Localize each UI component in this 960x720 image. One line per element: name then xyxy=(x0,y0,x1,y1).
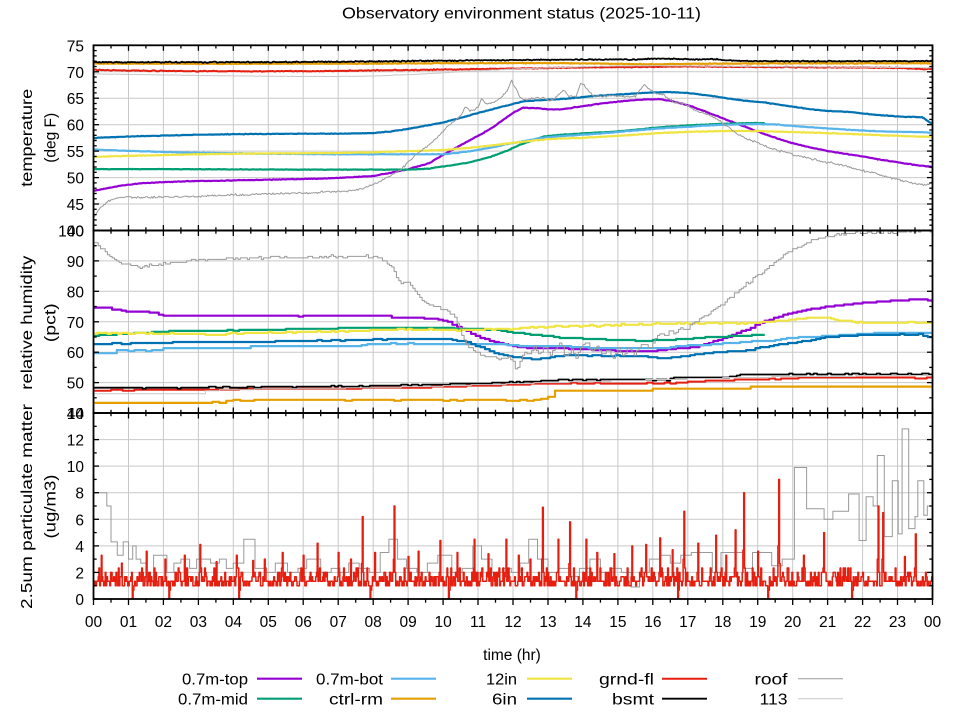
svg-text:60: 60 xyxy=(67,345,85,362)
svg-text:55: 55 xyxy=(67,144,84,161)
svg-text:21: 21 xyxy=(819,614,836,631)
svg-text:4: 4 xyxy=(75,539,84,556)
svg-text:75: 75 xyxy=(67,38,84,55)
svg-text:(deg F): (deg F) xyxy=(43,113,60,163)
svg-text:06: 06 xyxy=(295,614,312,631)
svg-text:2: 2 xyxy=(75,565,84,582)
svg-text:Observatory environment status: Observatory environment status (2025-10-… xyxy=(342,6,701,23)
svg-text:08: 08 xyxy=(365,614,382,631)
svg-text:20: 20 xyxy=(784,614,802,631)
svg-text:grnd-fl: grnd-fl xyxy=(599,671,654,688)
svg-text:roof: roof xyxy=(755,671,789,688)
svg-text:6: 6 xyxy=(75,512,84,529)
svg-text:03: 03 xyxy=(190,614,207,631)
svg-text:10: 10 xyxy=(67,459,85,476)
svg-text:15: 15 xyxy=(609,614,626,631)
svg-text:16: 16 xyxy=(644,614,661,631)
svg-text:(pct): (pct) xyxy=(43,303,60,342)
svg-text:60: 60 xyxy=(67,118,85,135)
svg-text:00: 00 xyxy=(924,614,942,631)
svg-text:50: 50 xyxy=(67,171,85,188)
svg-text:02: 02 xyxy=(155,614,172,631)
svg-text:80: 80 xyxy=(67,284,85,301)
svg-text:05: 05 xyxy=(260,614,277,631)
svg-text:09: 09 xyxy=(400,614,417,631)
svg-text:6in: 6in xyxy=(492,691,517,708)
svg-text:23: 23 xyxy=(889,614,906,631)
svg-text:relative humidity: relative humidity xyxy=(19,255,36,389)
svg-text:(ug/m3): (ug/m3) xyxy=(43,475,60,539)
svg-text:18: 18 xyxy=(714,614,731,631)
svg-text:12: 12 xyxy=(67,433,84,450)
svg-text:temperature: temperature xyxy=(19,89,36,187)
svg-text:19: 19 xyxy=(749,614,766,631)
svg-text:07: 07 xyxy=(330,614,347,631)
svg-text:100: 100 xyxy=(58,224,84,241)
svg-text:01: 01 xyxy=(120,614,137,631)
svg-text:50: 50 xyxy=(67,376,85,393)
svg-text:13: 13 xyxy=(539,614,556,631)
svg-text:time (hr): time (hr) xyxy=(483,647,541,664)
svg-text:bsmt: bsmt xyxy=(612,691,655,708)
svg-text:0.7m-bot: 0.7m-bot xyxy=(316,671,384,688)
svg-text:14: 14 xyxy=(574,614,592,631)
svg-text:70: 70 xyxy=(67,315,85,332)
svg-text:90: 90 xyxy=(67,254,85,271)
svg-text:40: 40 xyxy=(67,224,85,241)
svg-text:22: 22 xyxy=(854,614,871,631)
svg-text:0: 0 xyxy=(75,592,84,609)
svg-text:8: 8 xyxy=(75,486,84,503)
svg-text:12in: 12in xyxy=(486,671,517,688)
svg-text:45: 45 xyxy=(67,197,84,214)
svg-text:40: 40 xyxy=(67,406,85,423)
svg-text:04: 04 xyxy=(225,614,243,631)
svg-text:17: 17 xyxy=(679,614,696,631)
svg-text:14: 14 xyxy=(67,406,85,423)
svg-text:65: 65 xyxy=(67,91,84,108)
svg-text:00: 00 xyxy=(85,614,103,631)
svg-text:ctrl-rm: ctrl-rm xyxy=(329,691,383,708)
svg-text:12: 12 xyxy=(504,614,521,631)
svg-text:11: 11 xyxy=(470,614,486,631)
svg-text:10: 10 xyxy=(434,614,452,631)
svg-text:0.7m-mid: 0.7m-mid xyxy=(178,691,248,708)
svg-text:2.5um particulate matter: 2.5um particulate matter xyxy=(19,404,36,609)
svg-text:113: 113 xyxy=(760,691,788,708)
svg-text:70: 70 xyxy=(67,65,85,82)
svg-text:0.7m-top: 0.7m-top xyxy=(182,671,248,688)
